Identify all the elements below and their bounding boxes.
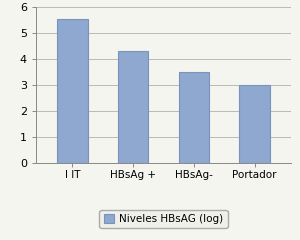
Bar (239, 85, 270, 163)
Legend: Niveles HBsAG (log): Niveles HBsAG (log) (100, 210, 227, 228)
Bar (118, 51, 148, 163)
Bar (57, 19, 88, 163)
Bar (179, 72, 209, 163)
